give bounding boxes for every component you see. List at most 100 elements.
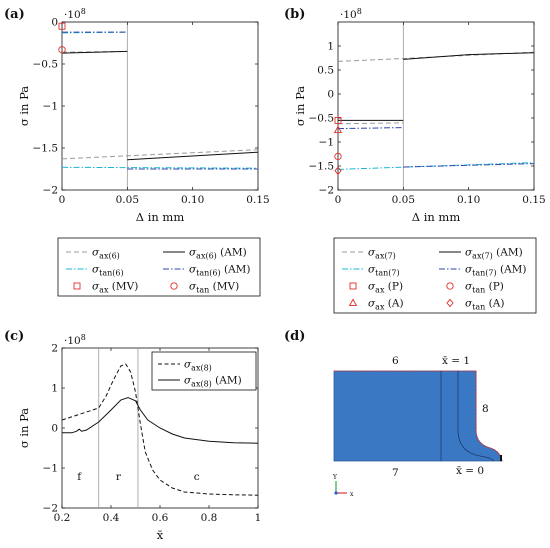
a-series-0-line-1 xyxy=(62,149,258,160)
a-ytick-label: 0 xyxy=(51,17,58,29)
c-ytick-label: −2 xyxy=(43,503,58,515)
c-legend-frame xyxy=(151,351,257,391)
b-series-group xyxy=(338,51,534,170)
a-series-2-line-1 xyxy=(62,166,258,169)
b-ytick-label: −2 xyxy=(319,185,334,197)
c-xlabel: x̄ xyxy=(157,528,164,542)
b-legend-marker-entry-0: σax (P) xyxy=(368,281,403,295)
b-series-3-line-1 xyxy=(403,163,534,168)
a-ytick-label: −1 xyxy=(43,101,58,113)
c-region-label-0: f xyxy=(77,471,82,483)
b-marker-0 xyxy=(334,116,342,124)
a-series-1-line-1 xyxy=(127,151,258,161)
a-legend-marker-1 xyxy=(170,282,178,290)
panel-b: (b) 0 0.05 0.10 0.15 −2 −1.5 −1 −0.5 0 0.5 1 ·108 Δ … xyxy=(284,7,546,224)
c-series-1-line-0 xyxy=(62,397,258,444)
plot-b-area: 0 0.05 0.10 0.15 −2 −1.5 −1 −0.5 0 0.5 1 ·108 Δ in m… xyxy=(293,7,546,224)
c-xtick-label: 0.2 xyxy=(54,512,71,524)
c-region-label-2: c xyxy=(194,471,200,483)
b-xlabel: Δ in mm xyxy=(412,210,461,224)
legend-b: σax(7) σax(7) (AM) σtan(7) σtan(7) (AM) σax … xyxy=(333,237,537,314)
a-marker-0 xyxy=(58,22,66,30)
domain-boundary-8 xyxy=(475,371,503,462)
b-series-1-line-0 xyxy=(403,52,534,60)
b-ytick-label: −0.5 xyxy=(309,113,335,125)
c-ytick-label: 1 xyxy=(51,383,58,395)
b-legend-marker-3 xyxy=(446,298,454,308)
a-legend-marker-0 xyxy=(73,282,81,290)
b-axes-frame xyxy=(337,21,535,191)
a-xtick-label: 0.05 xyxy=(116,194,139,206)
a-legend-marker-entry-1: σtan (MV) xyxy=(189,281,239,295)
b-exponent-label: ·108 xyxy=(340,7,362,21)
edge-7-label: 7 xyxy=(392,467,399,479)
b-xtick-label: 0.10 xyxy=(457,194,480,206)
c-legend-entry-0: σax(8) xyxy=(184,359,212,373)
c-xtick-label: 0.8 xyxy=(201,512,218,524)
b-marker-3 xyxy=(334,166,342,176)
b-ytick-label: 1 xyxy=(327,41,334,53)
a-marker-1 xyxy=(58,46,66,54)
a-ytick-label: −1.5 xyxy=(33,143,59,155)
b-legend-entry-1: σax(7) (AM) xyxy=(465,247,523,261)
b-legend-frame xyxy=(333,237,537,314)
b-marker-1 xyxy=(334,152,342,161)
c-xtick-label: 1 xyxy=(255,512,262,524)
axis-x-label: x xyxy=(350,491,354,498)
b-legend-marker-0 xyxy=(349,282,357,290)
a-xlabel: Δ in mm xyxy=(136,210,185,224)
edge-8-label: 8 xyxy=(482,403,489,415)
a-exponent-label: ·108 xyxy=(64,7,86,21)
c-xtick-label: 0.4 xyxy=(103,512,120,524)
c-ytick-label: 2 xyxy=(51,343,58,355)
b-ylabel: σ in Pa xyxy=(293,86,307,126)
a-series-2-line-0 xyxy=(62,31,128,34)
b-legend-marker-entry-1: σtan (P) xyxy=(465,281,504,295)
domain-shape xyxy=(333,370,503,462)
a-series-1-line-0 xyxy=(62,50,128,54)
c-ytick-label: 0 xyxy=(51,423,58,435)
b-legend-marker-1 xyxy=(446,282,454,290)
a-xtick-label: 0.10 xyxy=(181,194,204,206)
b-series-2-line-0 xyxy=(338,162,534,170)
panel-c: (c) 0.2 0.4 0.6 0.8 1 −2 −1 0 1 2 ·108 x̄ σ in Pa f r c… xyxy=(4,329,261,542)
legend-a: σax(6) σax(6) (AM) σtan(6) σtan(6) (AM) σax … xyxy=(57,237,261,297)
b-ytick-label: 0 xyxy=(327,89,334,101)
xbar-one-label: x̄ = 1 xyxy=(442,355,470,367)
axis-triad: Y x xyxy=(332,474,354,498)
a-xtick-label: 0 xyxy=(59,194,66,206)
c-xtick-label: 0.6 xyxy=(152,512,169,524)
a-ylabel: σ in Pa xyxy=(17,86,31,126)
c-legend-entry-1: σax(8) (AM) xyxy=(184,375,242,389)
panel-c-label: (c) xyxy=(4,329,24,344)
a-legend-entry-1: σax(6) (AM) xyxy=(189,247,247,261)
b-ytick-label: 0.5 xyxy=(317,65,334,77)
a-ytick-label: −0.5 xyxy=(33,59,59,71)
c-region-label-1: r xyxy=(116,471,122,483)
b-series-0-line-1 xyxy=(338,122,404,125)
b-ytick-label: −1 xyxy=(319,137,334,149)
panel-a: (a) 0 0.05 0.10 0.15 −2 −1.5 −1 −0.5 0 ·108 Δ in m… xyxy=(4,7,270,224)
b-legend-marker-entry-3: σtan (A) xyxy=(465,298,504,312)
b-marker-2 xyxy=(333,125,343,134)
a-legend-entry-0: σax(6) xyxy=(92,247,120,261)
b-legend-marker-2 xyxy=(348,298,358,307)
plot-a-area: 0 0.05 0.10 0.15 −2 −1.5 −1 −0.5 0 ·108 Δ in mm σ i… xyxy=(17,7,270,224)
a-legend-frame xyxy=(57,237,261,297)
a-legend-marker-entry-0: σax (MV) xyxy=(92,281,138,295)
b-legend-entry-0: σax(7) xyxy=(368,247,396,261)
edge-6-label: 6 xyxy=(392,355,399,367)
panel-a-label: (a) xyxy=(4,7,25,22)
c-ytick-label: −1 xyxy=(43,463,58,475)
a-axes-frame xyxy=(61,21,259,191)
a-xtick-label: 0.15 xyxy=(246,194,269,206)
a-legend-entry-2: σtan(6) xyxy=(92,264,124,278)
c-series-group xyxy=(62,363,258,496)
a-legend-entry-3: σtan(6) (AM) xyxy=(189,264,251,278)
b-legend-marker-entry-2: σax (A) xyxy=(368,298,404,312)
a-ytick-label: −2 xyxy=(43,185,58,197)
b-xtick-label: 0 xyxy=(335,194,342,206)
b-legend-entry-2: σtan(7) xyxy=(368,264,400,278)
xbar-zero-label: x̄ = 0 xyxy=(456,465,484,477)
